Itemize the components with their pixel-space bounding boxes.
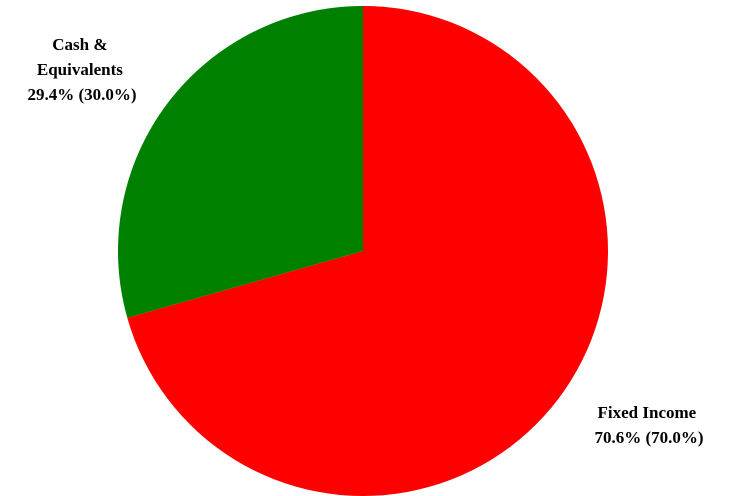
pie-slice-fixed-income [127, 6, 608, 496]
slice-label-cash-name-line1: Cash & [52, 35, 107, 54]
pie-slices [117, 6, 608, 496]
pie-labels: Fixed Income 70.6% (70.0%) Cash & Equiva… [27, 35, 703, 447]
slice-label-fixed-income-name: Fixed Income [598, 403, 697, 422]
slice-label-cash-name-line2: Equivalents [37, 60, 123, 79]
slice-label-cash-pct: 29.4% (30.0%) [27, 85, 136, 104]
pie-slice-cash-equivalents [117, 6, 364, 318]
slice-label-cash-equivalents: Cash & Equivalents 29.4% (30.0%) [27, 35, 136, 104]
slice-label-fixed-income-pct: 70.6% (70.0%) [594, 428, 703, 447]
slice-label-fixed-income: Fixed Income 70.6% (70.0%) [594, 403, 703, 447]
